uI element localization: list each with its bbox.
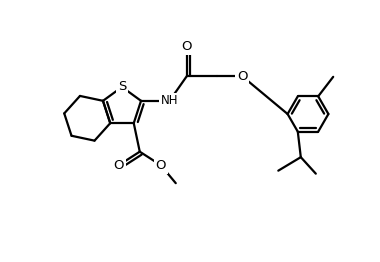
Text: S: S: [118, 80, 126, 94]
Text: O: O: [182, 40, 192, 53]
Text: NH: NH: [161, 94, 178, 107]
Text: O: O: [114, 159, 124, 172]
Text: O: O: [237, 70, 247, 83]
Text: O: O: [155, 159, 166, 172]
